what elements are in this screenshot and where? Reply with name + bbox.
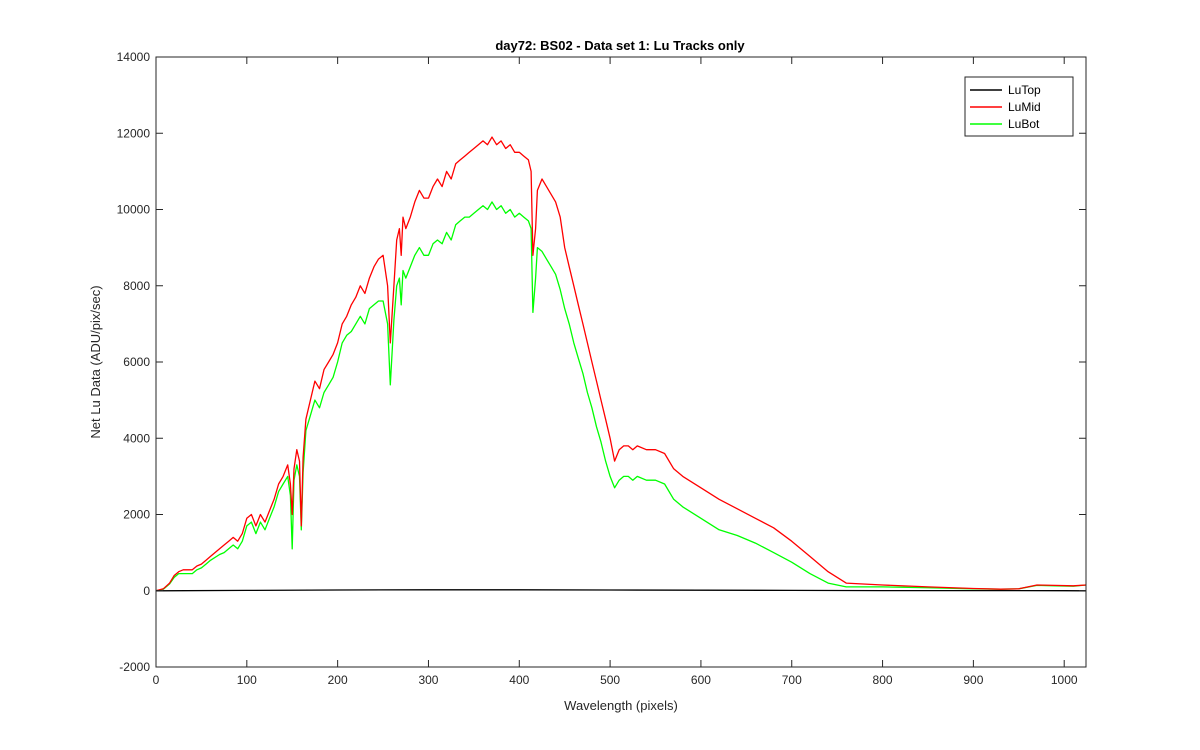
y-tick-label: 0 xyxy=(143,584,150,598)
legend-label: LuBot xyxy=(1008,117,1040,131)
legend: LuTop LuMid LuBot xyxy=(964,76,1074,137)
series-line-lutop xyxy=(155,589,1087,592)
x-tick-label: 500 xyxy=(600,673,620,687)
plot-box xyxy=(156,57,1086,667)
series-layer xyxy=(155,136,1087,592)
y-tick-label: 6000 xyxy=(123,355,150,369)
y-tick-label: 14000 xyxy=(117,50,151,64)
y-axis: -2000 0 2000 4000 6000 8000 10000 12000 14000 xyxy=(117,50,1086,674)
legend-label: LuTop xyxy=(1008,83,1041,97)
y-tick-label: 4000 xyxy=(123,431,150,445)
plot-area xyxy=(155,56,1087,668)
y-axis-label: Net Lu Data (ADU/pix/sec) xyxy=(88,285,103,438)
series-line-lumid xyxy=(155,136,1087,592)
y-tick-label: -2000 xyxy=(119,660,150,674)
y-tick-label: 8000 xyxy=(123,279,150,293)
y-tick-label: 10000 xyxy=(117,203,151,217)
legend-label: LuMid xyxy=(1008,100,1041,114)
x-tick-label: 300 xyxy=(418,673,438,687)
x-axis-label: Wavelength (pixels) xyxy=(564,698,678,713)
x-tick-label: 800 xyxy=(873,673,893,687)
y-tick-label: 12000 xyxy=(117,126,151,140)
chart-title: day72: BS02 - Data set 1: Lu Tracks only xyxy=(495,38,745,53)
x-tick-label: 700 xyxy=(782,673,802,687)
y-tick-label: 2000 xyxy=(123,508,150,522)
x-tick-label: 900 xyxy=(963,673,983,687)
legend-entries: LuTop LuMid LuBot xyxy=(970,83,1041,131)
x-tick-label: 100 xyxy=(237,673,257,687)
x-tick-label: 200 xyxy=(328,673,348,687)
x-axis: 0 100 200 300 400 500 600 700 800 900 1000 xyxy=(153,57,1078,687)
x-tick-label: 400 xyxy=(509,673,529,687)
x-tick-label: 1000 xyxy=(1051,673,1078,687)
x-tick-label: 0 xyxy=(153,673,160,687)
series-line-lubot xyxy=(155,201,1087,592)
x-tick-label: 600 xyxy=(691,673,711,687)
